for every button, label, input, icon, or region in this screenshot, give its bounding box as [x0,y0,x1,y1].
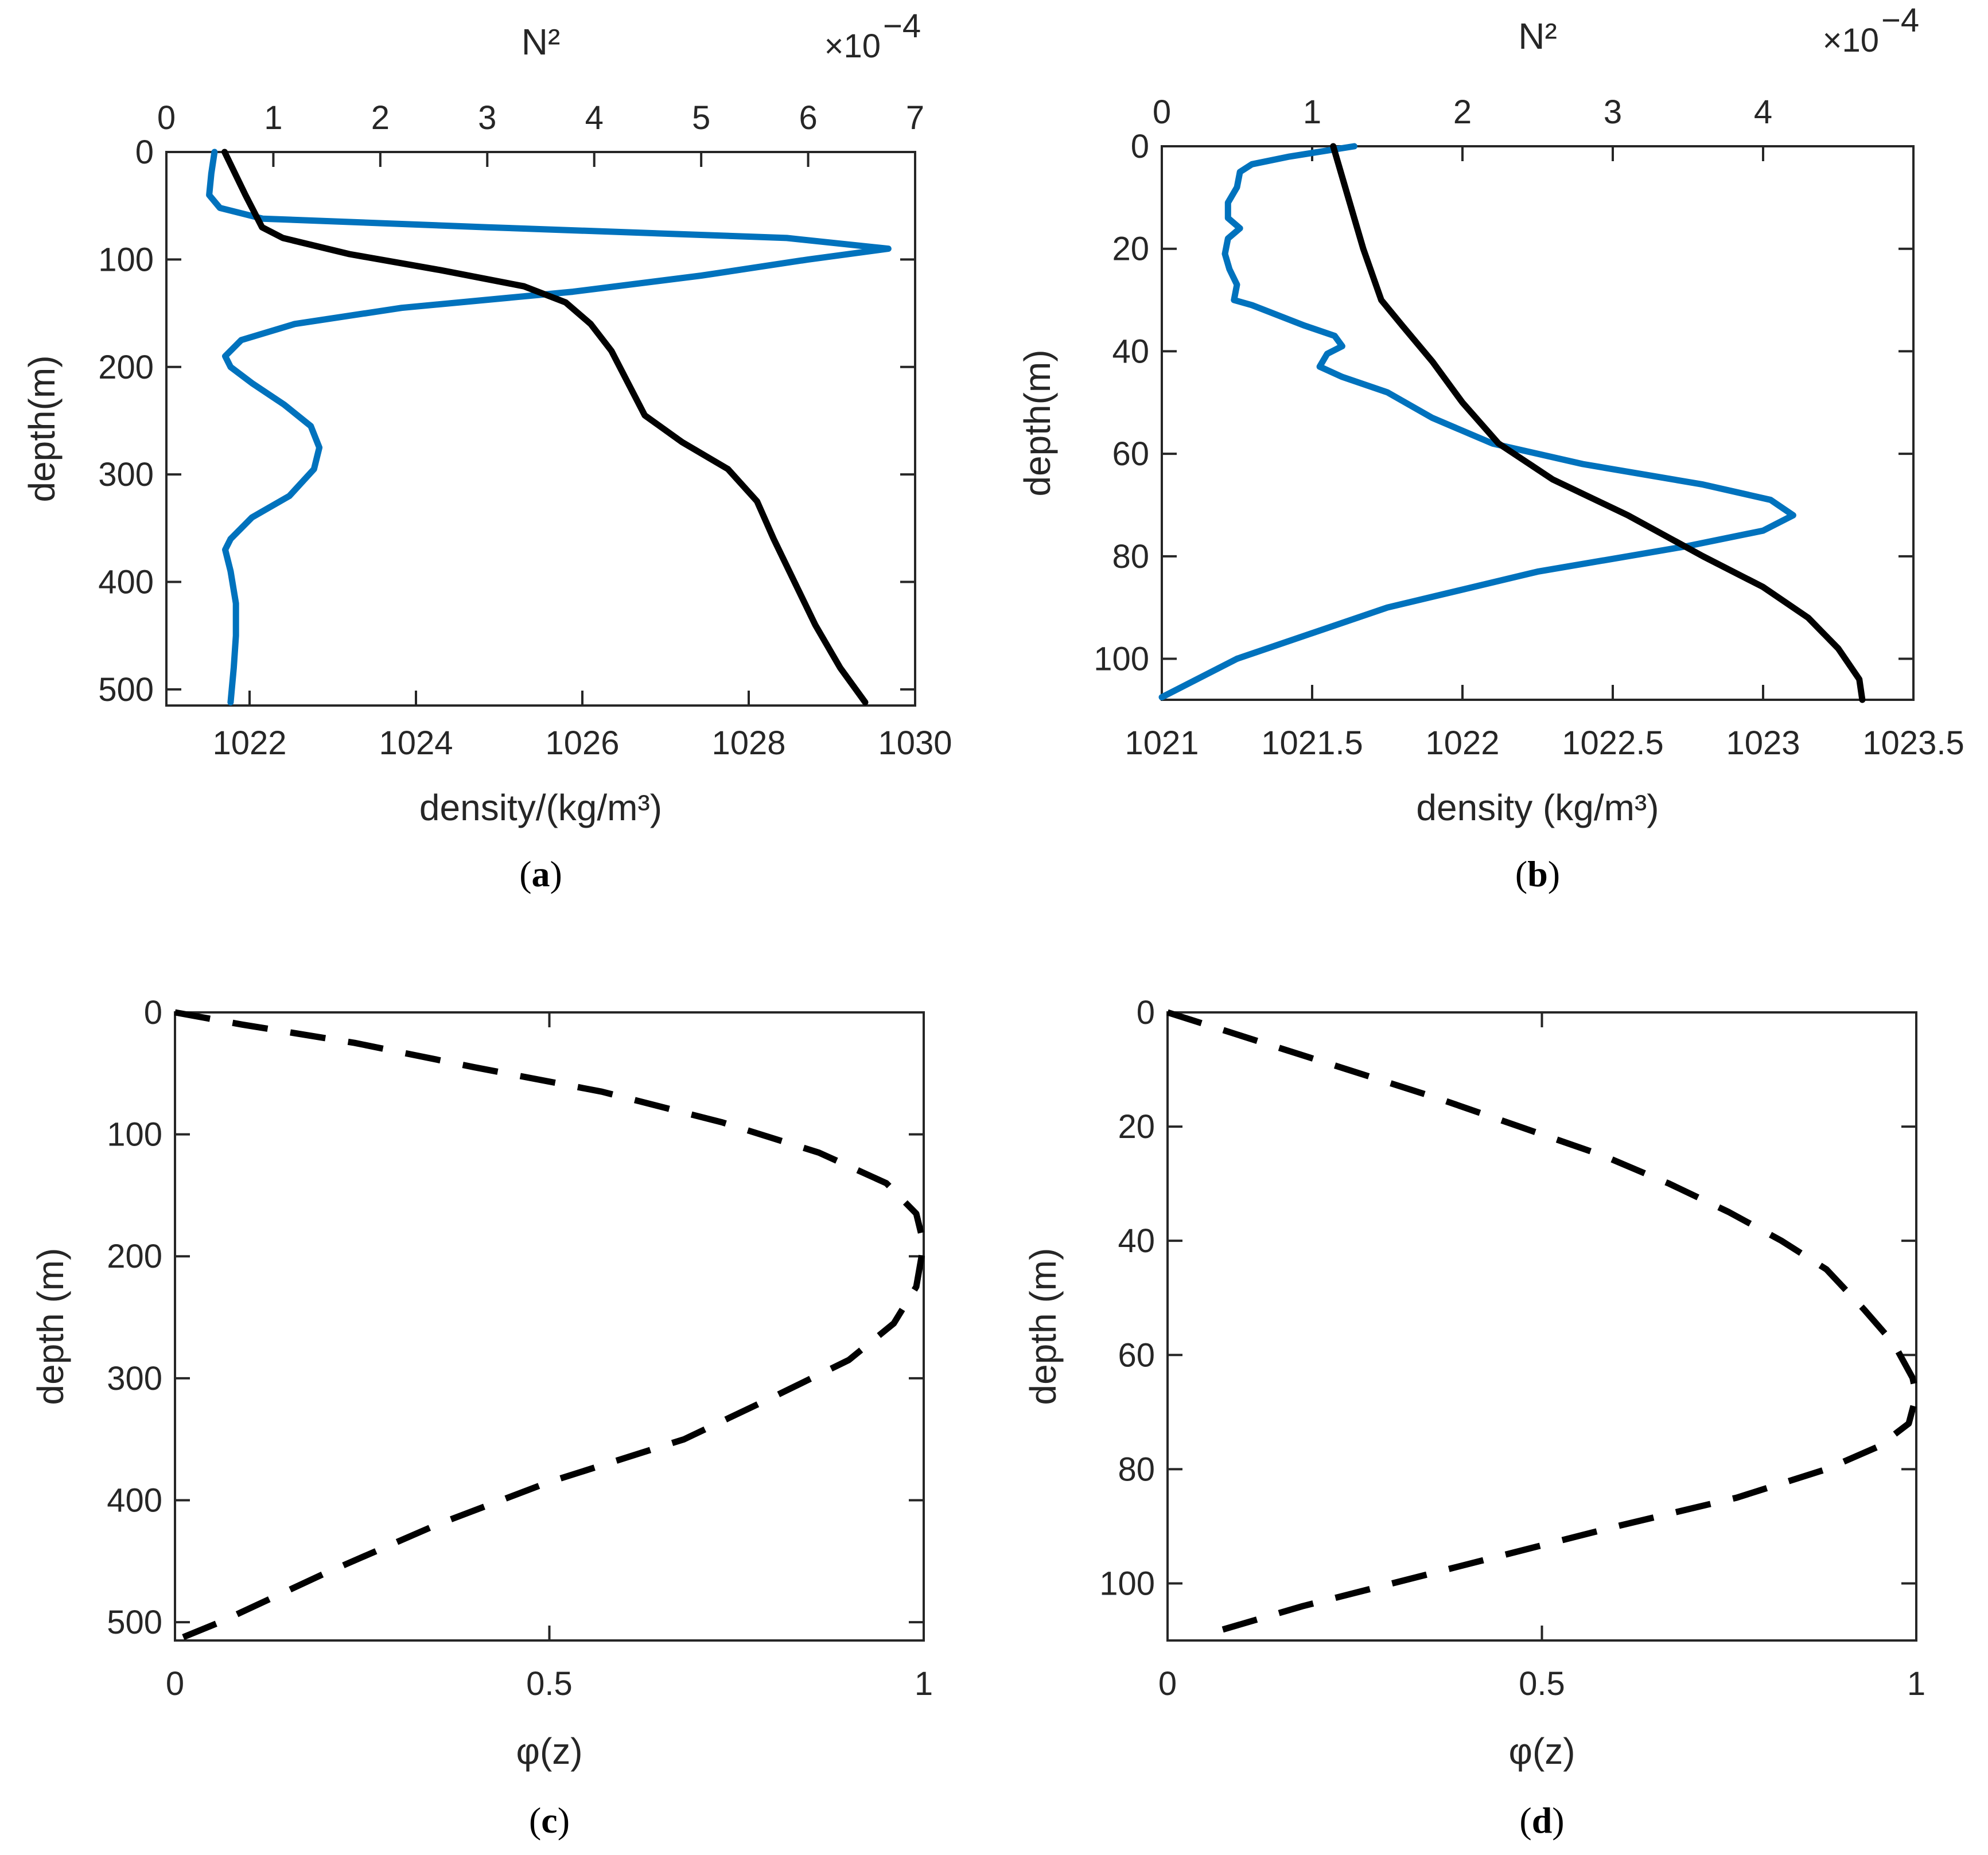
plot-frame [1161,145,1915,701]
exponent-power: −4 [883,7,921,45]
y-axis-title: depth (m) [30,1248,71,1405]
x-axis-title: φ(z) [1508,1731,1575,1772]
top-x-tick-label: 7 [906,99,924,137]
y-tick-label: 300 [98,456,154,493]
y-tick-label: 100 [1099,1565,1155,1602]
plot-frame [1166,1011,1917,1642]
y-tick-label: 500 [107,1604,162,1641]
x-tick-label: 1022 [1425,724,1499,762]
top-x-tick-label: 0 [1153,93,1171,131]
series-line-phi [173,1009,927,1644]
y-tick-label: 40 [1112,333,1149,370]
x-tick-label: 1023 [1726,724,1800,762]
y-tick-label: 200 [107,1238,162,1275]
panel-label: (c) [529,1800,570,1841]
exponent-label: ×10 [824,28,881,65]
y-tick-label: 80 [1112,538,1149,575]
top-x-tick-label: 2 [371,99,390,137]
series-line-density [221,149,869,706]
panel-letter: c [541,1800,557,1841]
y-tick-label: 20 [1112,231,1149,268]
x-tick-label: 0.5 [526,1665,573,1702]
x-tick-label: 1028 [711,724,785,762]
x-axis-title: density (kg/m³) [1416,787,1659,828]
x-tick-label: 1024 [379,724,453,762]
x-tick-label: 1023.5 [1862,724,1964,762]
y-tick-label: 500 [98,671,154,708]
y-tick-label: 80 [1118,1451,1155,1488]
y-axis-title: depth(m) [21,355,63,502]
x-tick-label: 1030 [878,724,952,762]
y-tick-label: 40 [1118,1222,1155,1260]
exponent-power: −4 [1881,2,1919,39]
top-x-axis-title: N² [1518,15,1557,57]
y-tick-label: 0 [1131,128,1149,165]
top-x-tick-label: 2 [1453,93,1472,131]
y-tick-label: 0 [144,994,162,1031]
y-tick-label: 200 [98,349,154,386]
y-tick-label: 100 [98,241,154,278]
x-tick-label: 1 [915,1665,933,1702]
exponent-label: ×10 [1823,22,1879,59]
top-x-tick-label: 3 [1604,93,1622,131]
panel-label: (d) [1519,1800,1564,1841]
panel-label: (b) [1515,854,1560,894]
y-tick-label: 100 [107,1116,162,1153]
series-line-density [1330,143,1866,703]
y-tick-label: 100 [1094,641,1149,678]
x-tick-label: 0.5 [1519,1665,1565,1702]
y-tick-label: 0 [135,134,154,171]
plot-frame [174,1011,925,1642]
top-x-tick-label: 1 [1303,93,1321,131]
x-tick-label: 0 [166,1665,184,1702]
panel-a: 0 100 200 300 400 500 1022 1024 1026 1028 1030 0 1 2 3… [21,7,952,894]
top-x-tick-label: 3 [478,99,496,137]
x-tick-label: 1021 [1125,724,1199,762]
top-x-tick-label: 1 [264,99,282,137]
panel-letter: d [1532,1800,1553,1841]
x-tick-label: 0 [1158,1665,1177,1702]
x-tick-label: 1021.5 [1261,724,1363,762]
series-line-n2 [206,149,892,706]
y-tick-label: 0 [1137,994,1155,1031]
panel-letter: b [1527,854,1548,894]
x-axis-title: φ(z) [516,1731,582,1772]
x-axis-title: density/(kg/m³) [419,787,662,828]
panel-d: 0 20 40 60 80 100 0 0.5 1 φ(z) depth (m) (d) [1022,994,1925,1841]
y-axis-title: depth(m) [1017,349,1058,496]
panel-label: (a) [519,854,562,894]
x-tick-label: 1026 [545,724,619,762]
x-tick-label: 1 [1907,1665,1925,1702]
top-x-tick-label: 6 [799,99,817,137]
top-x-tick-label: 0 [157,99,176,137]
y-tick-label: 400 [98,564,154,601]
y-tick-label: 20 [1118,1108,1155,1145]
y-axis-title: depth (m) [1022,1248,1064,1405]
y-tick-label: 60 [1118,1336,1155,1374]
plot-frame [165,151,916,707]
x-tick-label: 1022.5 [1562,724,1663,762]
series-line-phi [1166,1009,1920,1638]
x-tick-label: 1022 [212,724,286,762]
top-x-tick-label: 5 [692,99,710,137]
y-tick-label: 300 [107,1360,162,1397]
y-tick-label: 400 [107,1482,162,1519]
top-x-tick-label: 4 [1754,93,1772,131]
y-tick-label: 60 [1112,435,1149,473]
series-line-n2 [1158,143,1796,700]
top-x-tick-label: 4 [585,99,604,137]
top-x-axis-title: N² [522,21,561,63]
panel-letter: a [532,854,550,894]
